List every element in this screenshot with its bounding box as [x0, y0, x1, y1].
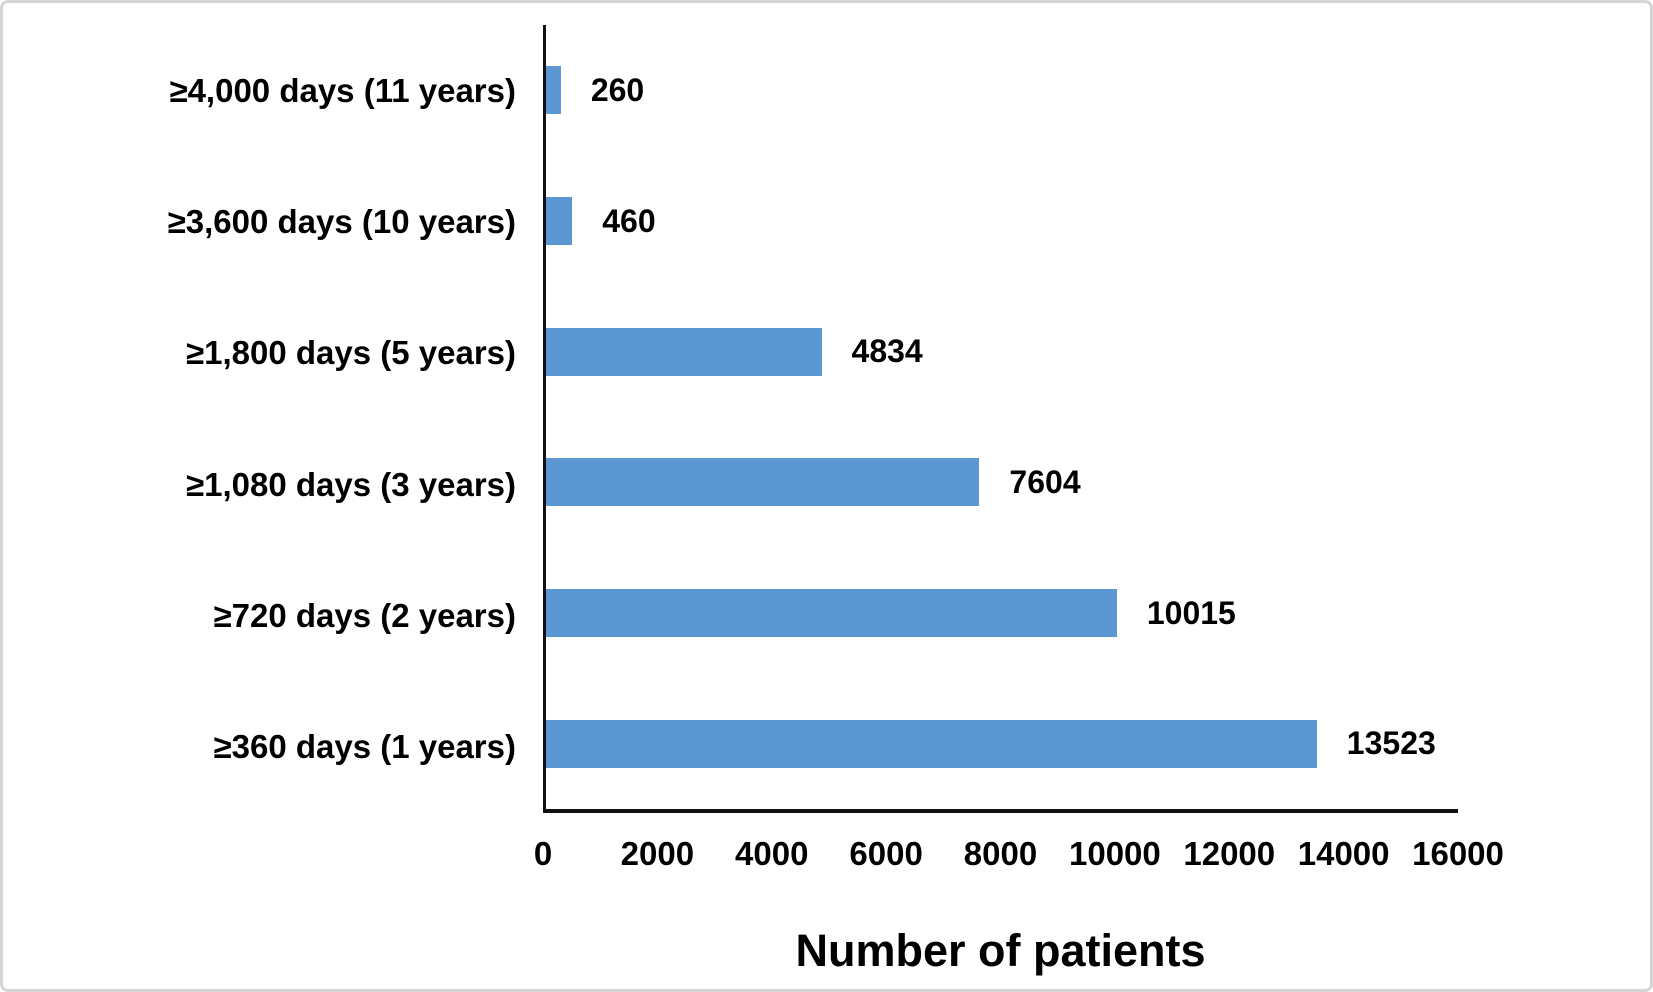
x-tick-label: 0	[533, 835, 553, 872]
plot-area: 260 460 4834 7604 10015 13523	[543, 25, 1458, 813]
value-label: 460	[602, 202, 656, 239]
category-label: ≥720 days (2 years)	[213, 596, 516, 634]
x-tick-label: 2000	[620, 835, 695, 872]
bar-row: 10015	[546, 548, 1458, 679]
value-label: 260	[590, 71, 645, 108]
category-row: ≥1,800 days (5 years)	[3, 288, 516, 419]
x-tick-label: 4000	[735, 835, 809, 872]
x-axis-ticks: 0 2000 4000 6000 8000 10000 12000 14000 …	[534, 835, 1504, 877]
value-label: 10015	[1146, 594, 1236, 631]
bar	[546, 327, 822, 376]
bar-row: 260	[546, 25, 1458, 156]
category-label: ≥360 days (1 years)	[213, 728, 516, 766]
bar	[546, 719, 1317, 768]
x-tick-label: 16000	[1412, 835, 1504, 872]
bar-row: 7604	[546, 417, 1458, 548]
category-row: ≥720 days (2 years)	[3, 550, 516, 681]
category-label: ≥4,000 days (11 years)	[169, 71, 516, 109]
x-tick-label: 6000	[849, 835, 923, 872]
category-row: ≥3,600 days (10 years)	[3, 156, 516, 287]
bar	[546, 458, 980, 507]
bar-row: 4834	[546, 286, 1458, 417]
category-labels: ≥4,000 days (11 years) ≥3,600 days (10 y…	[3, 25, 516, 813]
category-row: ≥1,080 days (3 years)	[3, 419, 516, 550]
category-label: ≥3,600 days (10 years)	[167, 202, 516, 240]
bar-row: 13523	[546, 678, 1458, 809]
x-tick-label: 14000	[1297, 835, 1390, 872]
bar-row: 460	[546, 156, 1458, 287]
bar	[546, 589, 1117, 638]
category-row: ≥4,000 days (11 years)	[3, 25, 516, 156]
category-label: ≥1,800 days (5 years)	[186, 334, 516, 372]
x-axis-title: Number of patients	[795, 925, 1206, 976]
x-tick-label: 8000	[963, 835, 1038, 872]
bar	[546, 66, 561, 115]
category-row: ≥360 days (1 years)	[3, 682, 516, 813]
bar	[546, 197, 573, 245]
value-label: 13523	[1346, 725, 1436, 762]
x-tick-label: 12000	[1183, 835, 1276, 872]
category-label: ≥1,080 days (3 years)	[186, 465, 516, 503]
value-label: 4834	[851, 333, 923, 370]
x-tick-label: 10000	[1068, 835, 1161, 872]
value-label: 7604	[1009, 463, 1081, 500]
